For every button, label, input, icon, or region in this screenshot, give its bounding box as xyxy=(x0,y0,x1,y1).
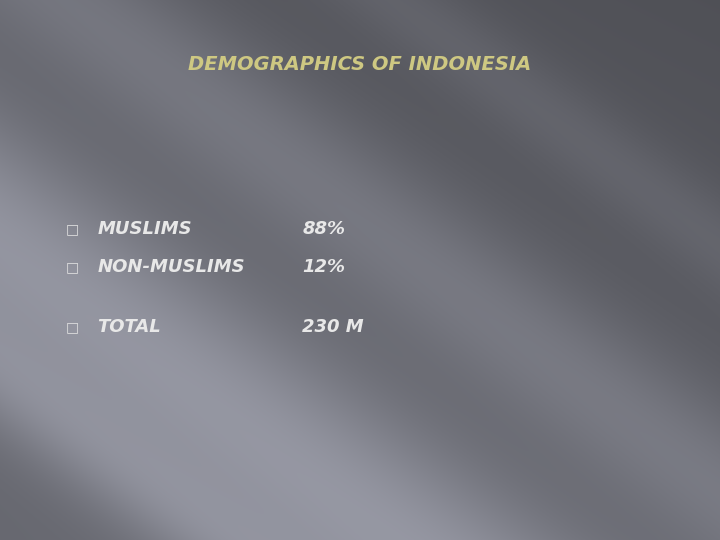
Text: NON-MUSLIMS: NON-MUSLIMS xyxy=(97,258,245,276)
Text: 230 M: 230 M xyxy=(302,318,364,336)
Text: □: □ xyxy=(66,222,78,237)
Text: MUSLIMS: MUSLIMS xyxy=(97,220,192,239)
Text: 12%: 12% xyxy=(302,258,346,276)
Text: DEMOGRAPHICS OF INDONESIA: DEMOGRAPHICS OF INDONESIA xyxy=(189,55,531,75)
Text: □: □ xyxy=(66,260,78,274)
Text: □: □ xyxy=(66,320,78,334)
Text: TOTAL: TOTAL xyxy=(97,318,161,336)
Text: 88%: 88% xyxy=(302,220,346,239)
